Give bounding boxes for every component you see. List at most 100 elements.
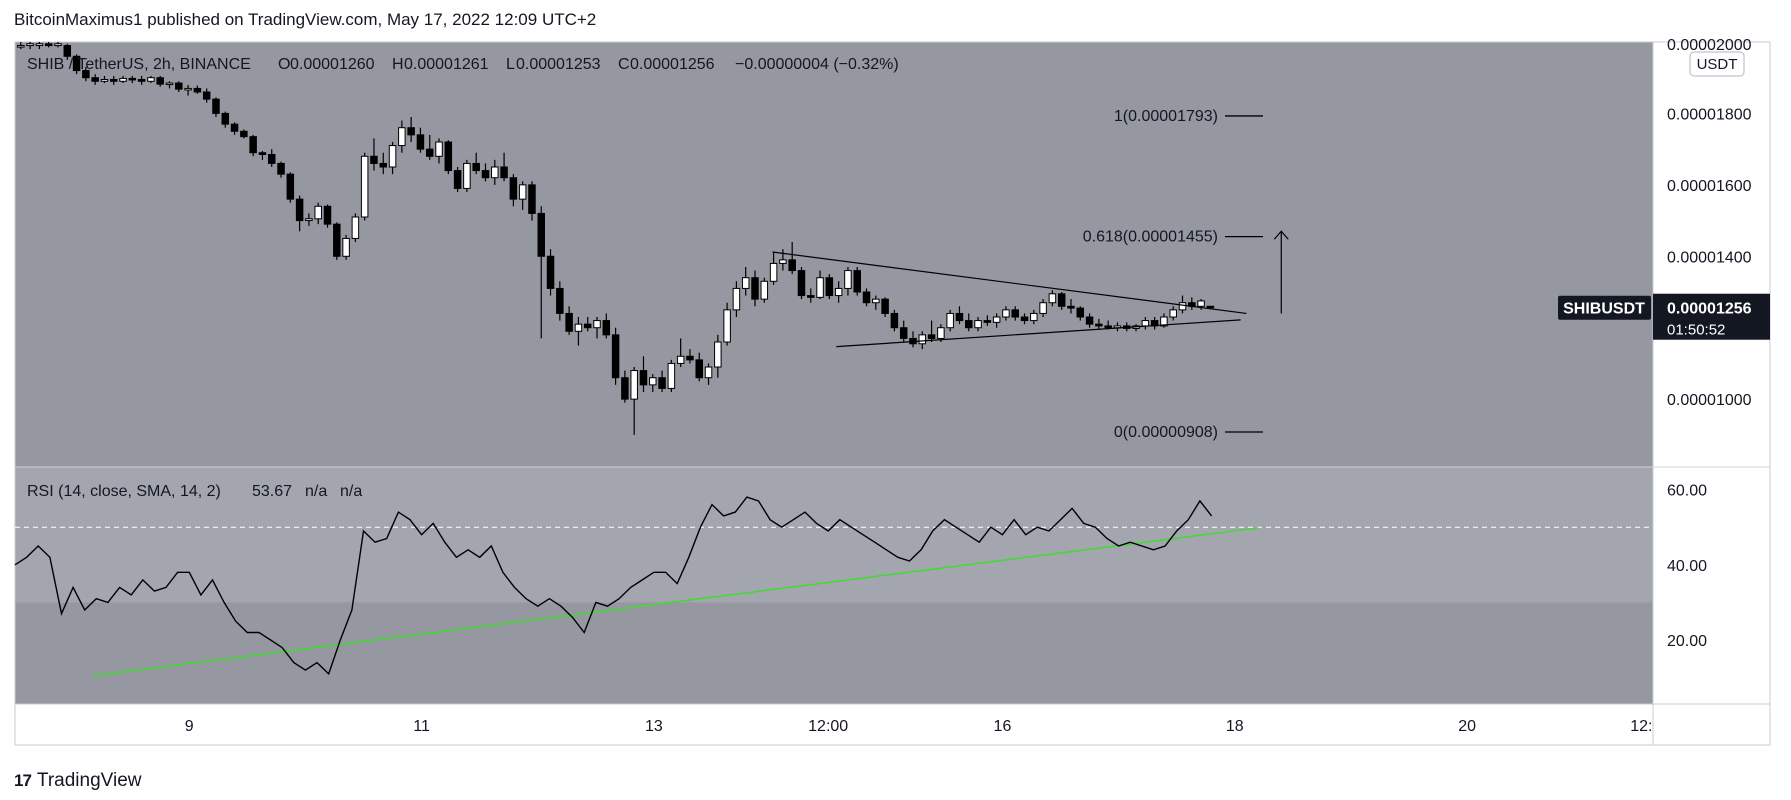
candle bbox=[583, 323, 592, 329]
candle bbox=[370, 155, 378, 164]
candle bbox=[277, 162, 285, 175]
candle bbox=[556, 287, 564, 314]
candle bbox=[472, 162, 480, 172]
symbol-tag-label: SHIBUSDT bbox=[1563, 301, 1645, 318]
price-tag bbox=[1653, 293, 1770, 340]
candle bbox=[184, 87, 192, 91]
candle bbox=[54, 43, 62, 47]
candle bbox=[611, 334, 620, 379]
chart-area[interactable]: 0.00001800 0.00001600 0.00001400 0.00001000… bbox=[0, 0, 1791, 750]
candle bbox=[649, 377, 657, 386]
time-tick-label: 18 bbox=[1226, 718, 1244, 735]
candle bbox=[444, 141, 453, 172]
candle bbox=[834, 287, 843, 297]
candle bbox=[1141, 320, 1150, 327]
legend-o-value: 0.00001260 bbox=[290, 56, 375, 73]
candle bbox=[844, 270, 852, 289]
candle bbox=[128, 77, 137, 81]
candle bbox=[295, 198, 304, 222]
candle bbox=[630, 370, 638, 400]
time-tick-label: 13 bbox=[645, 718, 663, 735]
candle bbox=[639, 370, 648, 386]
candle bbox=[927, 334, 936, 339]
candle bbox=[17, 45, 25, 48]
candle bbox=[481, 170, 490, 179]
candle bbox=[862, 291, 871, 304]
candle bbox=[704, 366, 713, 379]
symbol-tag bbox=[1558, 295, 1651, 320]
candle bbox=[1197, 300, 1205, 307]
candle bbox=[918, 334, 927, 345]
legend-o-label: O bbox=[278, 56, 290, 73]
fib-level-label: 0.618(0.00001455) bbox=[1083, 229, 1218, 246]
currency-label: USDT bbox=[1697, 56, 1738, 73]
candle bbox=[267, 154, 276, 164]
footer-label[interactable]: TradingView bbox=[36, 770, 142, 791]
candle bbox=[816, 277, 824, 298]
candle bbox=[333, 223, 341, 257]
candle bbox=[26, 43, 34, 47]
candle bbox=[760, 280, 769, 300]
fib-level-label: 0(0.00000908) bbox=[1114, 424, 1218, 441]
candle bbox=[890, 312, 899, 329]
candle bbox=[360, 155, 369, 218]
chart-border bbox=[14, 41, 1771, 746]
candle bbox=[500, 166, 508, 179]
candle bbox=[946, 312, 954, 329]
candle bbox=[416, 134, 425, 150]
candle bbox=[1030, 312, 1038, 322]
rsi-tick-label: 20.00 bbox=[1667, 633, 1707, 650]
breakout-arrow-head bbox=[1273, 230, 1289, 240]
candle bbox=[741, 277, 750, 289]
candle bbox=[82, 70, 90, 79]
candle bbox=[714, 341, 722, 368]
rsi-legend-label: RSI (14, close, SMA, 14, 2) bbox=[27, 483, 221, 500]
candle bbox=[323, 205, 332, 225]
candle bbox=[305, 218, 313, 222]
legend-change: −0.00000004 (−0.32%) bbox=[735, 56, 899, 73]
price-tick-label: 0.00001600 bbox=[1667, 178, 1752, 195]
price-tick-label: 0.00002000 bbox=[1667, 37, 1752, 54]
candle bbox=[398, 127, 406, 147]
candle bbox=[100, 79, 109, 82]
candle bbox=[1067, 305, 1075, 309]
candle bbox=[1039, 302, 1047, 314]
candle bbox=[751, 277, 759, 300]
candle bbox=[899, 327, 908, 339]
candle bbox=[1020, 316, 1029, 322]
legend-h-label: H bbox=[392, 56, 404, 73]
candle bbox=[528, 184, 536, 214]
legend-h-value: 0.00001261 bbox=[404, 56, 489, 73]
candle bbox=[872, 298, 880, 304]
candle bbox=[351, 216, 360, 239]
candle bbox=[1160, 316, 1168, 327]
candle bbox=[779, 259, 787, 264]
candle bbox=[286, 173, 295, 200]
candle bbox=[992, 316, 1001, 323]
triangle-upper-line bbox=[772, 251, 1247, 315]
fib-level-label: 1(0.00001793) bbox=[1114, 108, 1218, 125]
rsi-legend-value: 53.67 bbox=[252, 483, 292, 500]
time-tick-label: 12:00 bbox=[808, 718, 848, 735]
candle bbox=[491, 166, 499, 179]
legend-symbol: SHIB / TetherUS, 2h, BINANCE bbox=[27, 56, 251, 73]
candle bbox=[202, 91, 211, 100]
candle bbox=[342, 237, 350, 257]
candle bbox=[667, 362, 676, 389]
candle bbox=[723, 309, 731, 343]
candle bbox=[593, 320, 601, 329]
candle bbox=[1085, 316, 1094, 325]
candle bbox=[574, 323, 583, 332]
candle bbox=[147, 77, 155, 82]
candle bbox=[974, 320, 982, 329]
candle bbox=[407, 127, 415, 136]
price-pane bbox=[15, 42, 1653, 467]
candle bbox=[676, 355, 685, 364]
candle bbox=[258, 152, 267, 155]
publish-header: BitcoinMaximus1 published on TradingView… bbox=[14, 10, 597, 29]
candle bbox=[109, 79, 118, 82]
candle bbox=[983, 320, 992, 323]
rsi-legend-na: n/a bbox=[340, 483, 362, 500]
tradingview-logo-icon[interactable]: 17 bbox=[14, 771, 32, 790]
candle bbox=[788, 259, 796, 272]
